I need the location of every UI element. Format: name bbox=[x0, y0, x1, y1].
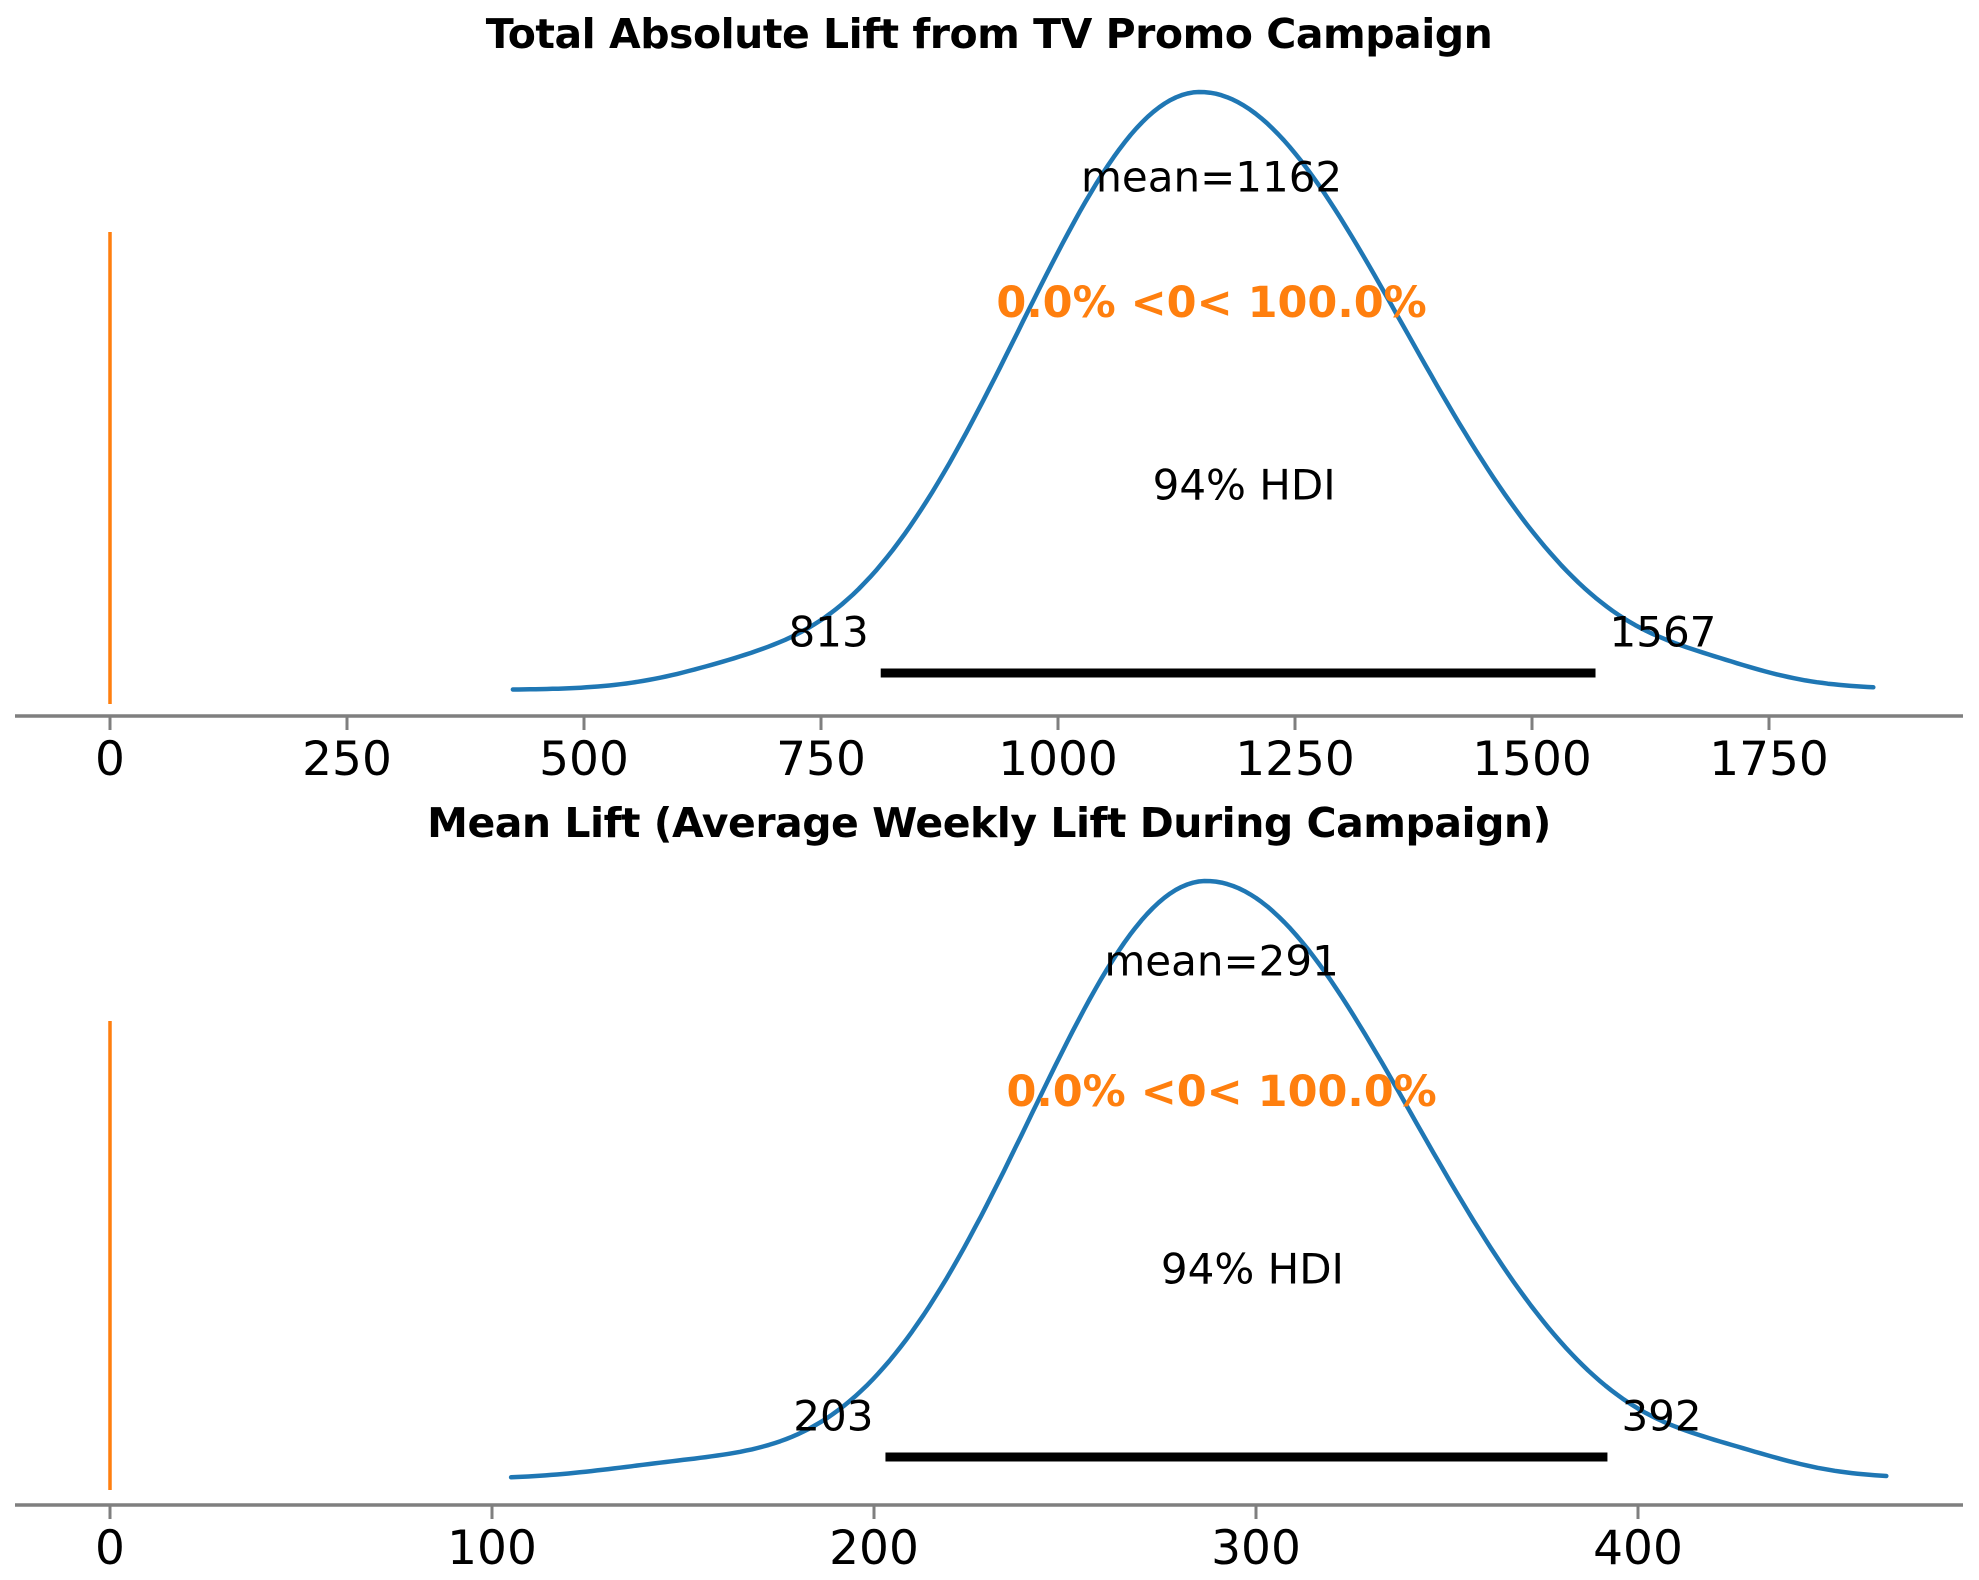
x-tick-label: 1500 bbox=[1472, 732, 1592, 787]
mean-value-label: mean=291 bbox=[1104, 936, 1339, 986]
subplot-title: Total Absolute Lift from TV Promo Campai… bbox=[485, 10, 1493, 58]
x-tick-label: 0 bbox=[95, 732, 125, 787]
x-tick-label: 500 bbox=[539, 732, 629, 787]
x-tick-label: 750 bbox=[776, 732, 866, 787]
x-tick-label: 0 bbox=[95, 1521, 125, 1576]
x-tick-label: 300 bbox=[1211, 1521, 1301, 1576]
x-tick-label: 1750 bbox=[1709, 732, 1829, 787]
kde-curve bbox=[510, 89, 1876, 692]
hdi-interval-label: 94% HDI bbox=[1152, 460, 1336, 510]
hdi-upper-bound-label: 392 bbox=[1621, 1391, 1702, 1441]
x-tick-label: 1000 bbox=[998, 732, 1118, 787]
ref-val-probability-label: 0.0% <0< 100.0% bbox=[996, 278, 1427, 328]
x-tick-label: 100 bbox=[447, 1521, 537, 1576]
hdi-interval-label: 94% HDI bbox=[1160, 1244, 1344, 1294]
x-tick-label: 400 bbox=[1593, 1521, 1683, 1576]
subplot-title: Mean Lift (Average Weekly Lift During Ca… bbox=[427, 799, 1551, 847]
x-tick-label: 200 bbox=[829, 1521, 919, 1576]
ref-val-probability-label: 0.0% <0< 100.0% bbox=[1006, 1067, 1437, 1117]
x-tick-label: 250 bbox=[302, 732, 392, 787]
x-tick-label: 1250 bbox=[1235, 732, 1355, 787]
hdi-lower-bound-label: 813 bbox=[788, 607, 869, 657]
mean-value-label: mean=1162 bbox=[1080, 152, 1343, 202]
hdi-lower-bound-label: 203 bbox=[793, 1391, 874, 1441]
hdi-upper-bound-label: 1567 bbox=[1609, 607, 1717, 657]
kde-curve bbox=[508, 878, 1889, 1480]
